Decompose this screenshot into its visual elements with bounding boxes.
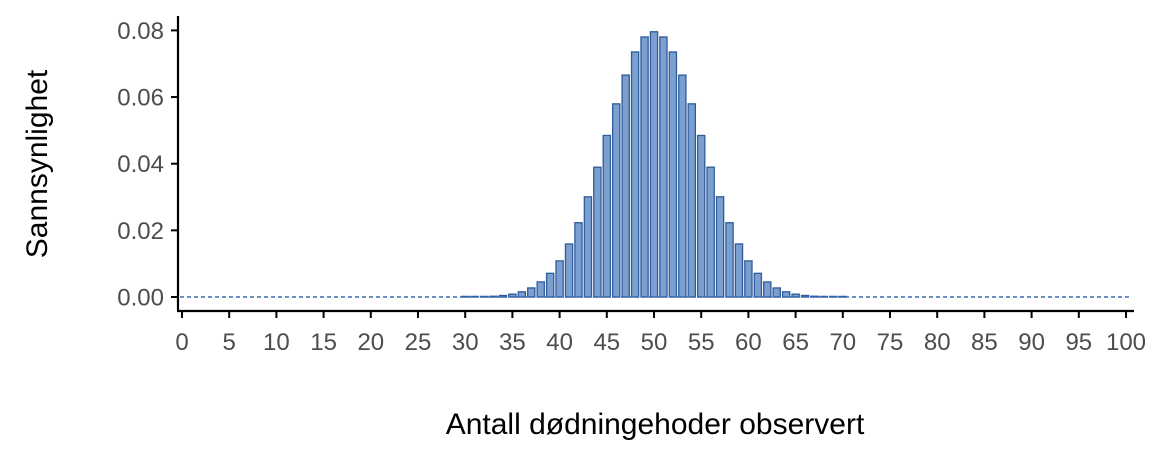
y-tick-label: 0.08 (117, 18, 164, 45)
bar (649, 31, 659, 298)
bar (763, 281, 772, 298)
y-axis-title: Sannsynlighet (21, 69, 54, 258)
y-axis-ticks: 0.00 0.02 0.04 0.06 0.08 (117, 18, 178, 312)
bar (517, 291, 527, 298)
bar (715, 196, 725, 298)
x-tick-label: 10 (263, 329, 290, 356)
bar (734, 243, 744, 298)
x-tick-label: 80 (924, 329, 951, 356)
bar (564, 243, 574, 298)
x-tick-label: 90 (1018, 329, 1045, 356)
bar (696, 134, 706, 298)
bar (791, 293, 800, 298)
bar (602, 134, 612, 298)
bar (630, 51, 640, 298)
bar (706, 166, 715, 298)
bar (744, 260, 753, 298)
bar (781, 291, 791, 298)
x-tick-label: 100 (1106, 329, 1146, 356)
x-tick-label: 0 (175, 329, 188, 356)
bar (555, 260, 564, 298)
x-tick-label: 35 (499, 329, 526, 356)
bar (545, 272, 555, 298)
bar (725, 222, 734, 298)
y-tick-label: 0.00 (117, 285, 164, 312)
bar (621, 74, 630, 298)
bar (668, 51, 678, 298)
x-tick-label: 25 (405, 329, 432, 356)
x-axis-ticks: 0 5 10 15 20 25 30 35 40 45 50 55 60 65 70 75 80 85 90 95 10… (175, 311, 1146, 356)
x-tick-label: 70 (829, 329, 856, 356)
bar (640, 36, 649, 298)
bar (678, 74, 687, 298)
bar (583, 196, 593, 298)
x-tick-label: 45 (593, 329, 620, 356)
bar (687, 103, 697, 298)
bar (593, 166, 602, 298)
y-tick-label: 0.06 (117, 85, 164, 112)
x-tick-label: 5 (223, 329, 236, 356)
bar (753, 272, 763, 298)
y-tick-label: 0.02 (117, 218, 164, 245)
x-tick-label: 20 (357, 329, 384, 356)
x-tick-label: 75 (877, 329, 904, 356)
x-tick-label: 85 (971, 329, 998, 356)
x-tick-label: 30 (452, 329, 479, 356)
y-tick-label: 0.04 (117, 151, 164, 178)
x-tick-label: 65 (782, 329, 809, 356)
x-tick-label: 50 (641, 329, 668, 356)
x-tick-label: 60 (735, 329, 762, 356)
x-axis-title: Antall dødningehoder observert (446, 408, 865, 441)
x-tick-label: 95 (1065, 329, 1092, 356)
bar (536, 281, 545, 298)
bar (611, 103, 621, 298)
bar (574, 222, 583, 298)
x-tick-label: 15 (310, 329, 337, 356)
bars-group (460, 31, 848, 298)
bar (772, 287, 781, 298)
x-tick-label: 55 (688, 329, 715, 356)
bar (659, 36, 668, 298)
bar (527, 287, 536, 298)
x-tick-label: 40 (546, 329, 573, 356)
